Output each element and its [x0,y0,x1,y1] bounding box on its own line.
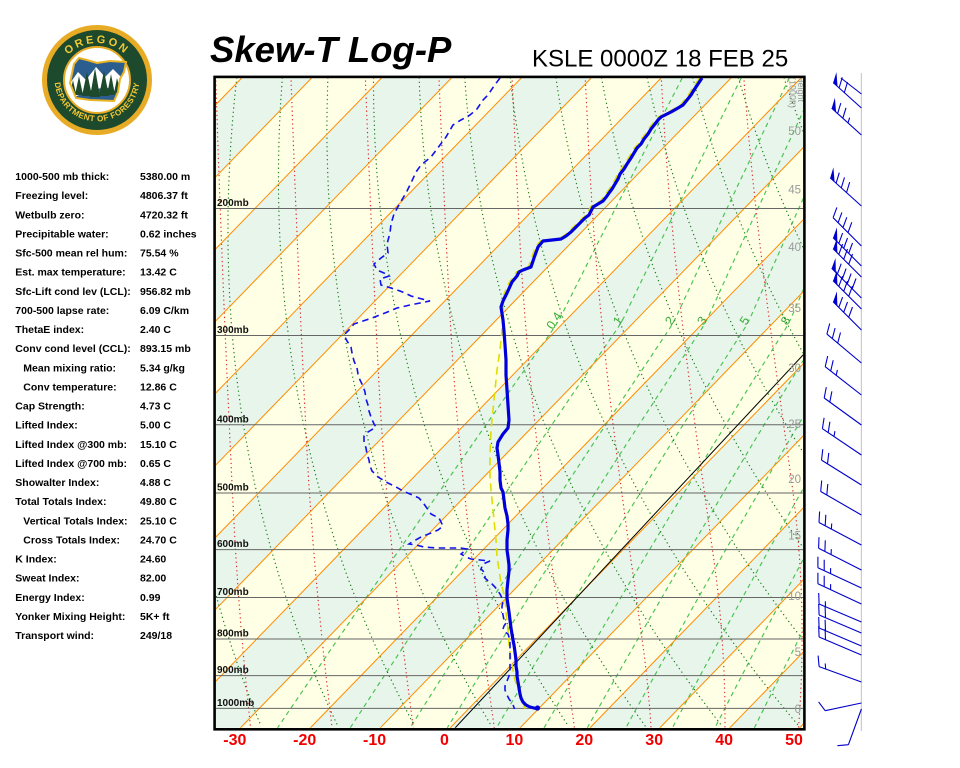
svg-text:Vertical Totals Index:: Vertical Totals Index: [23,515,127,527]
svg-text:400mb: 400mb [217,414,249,425]
svg-text:4806.37 ft: 4806.37 ft [140,190,188,202]
svg-text:Sweat Index:: Sweat Index: [15,573,79,585]
svg-text:Lifted Index @300 mb:: Lifted Index @300 mb: [15,439,127,451]
svg-text:24.60: 24.60 [140,554,166,566]
svg-text:5.00 C: 5.00 C [140,420,171,432]
svg-text:30: 30 [788,363,801,375]
svg-text:Cap Strength:: Cap Strength: [15,401,84,413]
svg-text:0: 0 [795,704,801,716]
svg-text:Wetbulb zero:: Wetbulb zero: [15,209,84,221]
svg-text:82.00: 82.00 [140,573,166,585]
svg-text:Cross Totals Index:: Cross Totals Index: [23,535,120,547]
svg-text:700-500 lapse rate:: 700-500 lapse rate: [15,305,109,317]
svg-text:Height: Height [796,76,806,103]
svg-text:6.09 C/km: 6.09 C/km [140,305,189,317]
svg-text:893.15 mb: 893.15 mb [140,343,191,355]
svg-text:Transport wind:: Transport wind: [15,630,94,642]
svg-text:5.34 g/kg: 5.34 g/kg [140,362,185,374]
svg-text:-20: -20 [293,732,316,749]
svg-text:12.86 C: 12.86 C [140,381,177,393]
svg-text:600mb: 600mb [217,539,249,550]
svg-text:Lifted Index @700 mb:: Lifted Index @700 mb: [15,458,127,470]
svg-text:24.70 C: 24.70 C [140,535,177,547]
svg-text:35: 35 [788,303,801,315]
svg-text:Lifted Index:: Lifted Index: [15,420,77,432]
svg-text:Showalter Index:: Showalter Index: [15,477,99,489]
svg-text:15.10 C: 15.10 C [140,439,177,451]
svg-text:Sfc-500 mean rel hum:: Sfc-500 mean rel hum: [15,248,127,260]
svg-text:300mb: 300mb [217,325,249,336]
svg-text:4720.32 ft: 4720.32 ft [140,209,188,221]
svg-text:249/18: 249/18 [140,630,172,642]
svg-text:40: 40 [715,732,733,749]
svg-text:4.73 C: 4.73 C [140,401,171,413]
svg-text:Conv cond level (CCL):: Conv cond level (CCL): [15,343,131,355]
svg-text:5K+ ft: 5K+ ft [140,611,170,623]
svg-text:Conv temperature:: Conv temperature: [23,381,116,393]
svg-text:800mb: 800mb [217,629,249,640]
svg-text:40: 40 [788,242,801,254]
svg-text:0.65 C: 0.65 C [140,458,171,470]
svg-text:5380.00 m: 5380.00 m [140,171,190,183]
svg-text:1000-500 mb thick:: 1000-500 mb thick: [15,171,109,183]
svg-text:Energy Index:: Energy Index: [15,592,84,604]
svg-text:2.40 C: 2.40 C [140,324,171,336]
svg-text:49.80 C: 49.80 C [140,496,177,508]
svg-text:ThetaE index:: ThetaE index: [15,324,84,336]
svg-text:45: 45 [788,185,801,197]
svg-text:Freezing level:: Freezing level: [15,190,88,202]
svg-text:50: 50 [785,732,803,749]
svg-text:1000mb: 1000mb [217,698,254,709]
svg-text:0.99: 0.99 [140,592,161,604]
svg-text:25: 25 [788,419,801,431]
svg-text:10: 10 [506,732,524,749]
svg-text:5: 5 [795,647,801,659]
svg-text:0: 0 [440,732,449,749]
svg-text:Mean mixing ratio:: Mean mixing ratio: [23,362,116,374]
svg-text:-10: -10 [363,732,386,749]
svg-text:Precipitable water:: Precipitable water: [15,228,108,240]
svg-text:900mb: 900mb [217,665,249,676]
svg-text:KSLE 0000Z 18 FEB 25: KSLE 0000Z 18 FEB 25 [532,46,788,73]
svg-text:K Index:: K Index: [15,554,56,566]
svg-text:10: 10 [788,591,801,603]
svg-text:-30: -30 [223,732,246,749]
svg-text:700mb: 700mb [217,587,249,598]
svg-text:Est. max temperature:: Est. max temperature: [15,267,125,279]
svg-text:20: 20 [788,474,801,486]
svg-text:25.10 C: 25.10 C [140,515,177,527]
svg-text:75.54 %: 75.54 % [140,248,179,260]
svg-text:15: 15 [788,531,801,543]
svg-text:500mb: 500mb [217,483,249,494]
svg-text:20: 20 [575,732,593,749]
svg-text:200mb: 200mb [217,198,249,209]
svg-text:0.62 inches: 0.62 inches [140,228,197,240]
svg-text:13.42 C: 13.42 C [140,267,177,279]
svg-text:Skew-T Log-P: Skew-T Log-P [210,29,452,70]
svg-text:Sfc-Lift cond lev (LCL):: Sfc-Lift cond lev (LCL): [15,286,131,298]
svg-text:30: 30 [645,732,663,749]
svg-text:Yonker Mixing Height:: Yonker Mixing Height: [15,611,125,623]
svg-text:4.88 C: 4.88 C [140,477,171,489]
svg-text:(1000ft): (1000ft) [788,77,798,108]
svg-text:Total Totals Index:: Total Totals Index: [15,496,106,508]
svg-text:50: 50 [788,126,801,138]
svg-text:956.82 mb: 956.82 mb [140,286,191,298]
